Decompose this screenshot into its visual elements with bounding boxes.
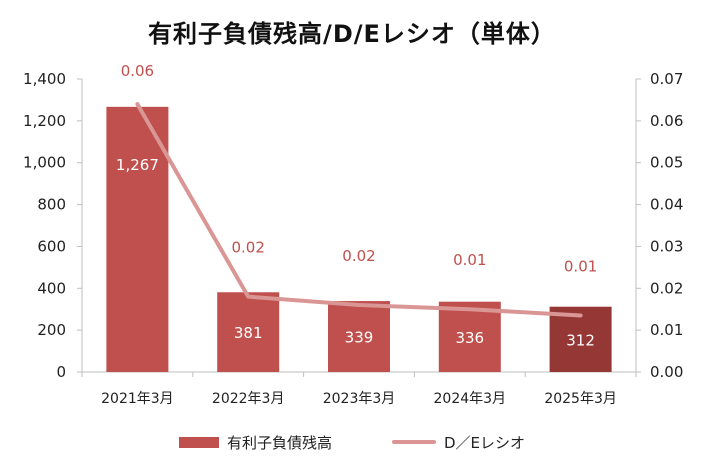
legend: 有利子負債残高 D／Eレシオ: [0, 430, 704, 454]
line-series: [135, 102, 583, 318]
x-tick-label: 2025年3月: [544, 391, 617, 407]
bar: [438, 301, 501, 372]
y-left-tick-label: 1,200: [23, 112, 66, 130]
y-left-tick-label: 0: [56, 363, 66, 381]
legend-label-debt: 有利子負債残高: [226, 433, 332, 452]
line-data-label: 0.06: [121, 62, 154, 80]
legend-item-debt[interactable]: 有利子負債残高: [178, 432, 332, 453]
x-tick-label: 2024年3月: [434, 391, 507, 407]
bar: [328, 301, 390, 372]
bar: [217, 292, 280, 372]
legend-item-de-ratio[interactable]: D／Eレシオ: [391, 432, 526, 453]
y-left-tick-label: 1,000: [23, 154, 66, 172]
bar: [549, 306, 612, 372]
x-tick-label: 2021年3月: [101, 391, 174, 407]
y-left-tick-label: 800: [37, 196, 66, 214]
y-right-tick-label: 0.04: [650, 196, 683, 214]
y-right-tick-label: 0.07: [650, 70, 683, 88]
chart-plot: 0 200 400 600 800 1,000 1,200 1,400 0.00 0.01 0.02…: [23, 62, 683, 407]
y-right-tick-label: 0.05: [650, 154, 683, 172]
bar-data-label: 312: [566, 331, 595, 349]
y-right-tick-label: 0.01: [650, 321, 683, 339]
bars: [106, 106, 612, 373]
line-data-label: 0.02: [231, 239, 264, 257]
x-tick-label: 2023年3月: [323, 391, 396, 407]
y-left-tick-label: 1,400: [23, 70, 66, 88]
x-tick-label: 2022年3月: [212, 391, 285, 407]
legend-swatch-line: [391, 440, 436, 444]
y-left-tick-label: 600: [37, 237, 66, 255]
bar: [106, 106, 169, 373]
line-data-label: 0.01: [453, 251, 486, 269]
axes: 0 200 400 600 800 1,000 1,200 1,400 0.00 0.01 0.02…: [23, 70, 683, 407]
y-left-tick-label: 400: [37, 279, 66, 297]
bar-data-label: 381: [234, 324, 263, 342]
line-data-label: 0.01: [564, 257, 597, 275]
y-right-tick-label: 0.06: [650, 112, 683, 130]
bar-data-label: 336: [455, 329, 484, 347]
y-right-tick-label: 0.02: [650, 279, 683, 297]
line-data-label: 0.02: [342, 247, 375, 265]
y-left-tick-label: 200: [37, 321, 66, 339]
legend-swatch-bar: [178, 436, 219, 448]
y-right-tick-label: 0.00: [650, 363, 683, 381]
line-path: [135, 102, 583, 318]
data-labels: 1,267 381 339 336 312 0.06 0.02 0.02 0.01 0.01: [116, 62, 597, 349]
bar-data-label: 339: [345, 329, 374, 347]
bar-data-label: 1,267: [116, 156, 159, 174]
legend-label-de-ratio: D／Eレシオ: [443, 433, 526, 452]
chart-title: 有利子負債残高/D/Eレシオ（単体）: [148, 20, 556, 48]
y-right-tick-label: 0.03: [650, 237, 683, 255]
